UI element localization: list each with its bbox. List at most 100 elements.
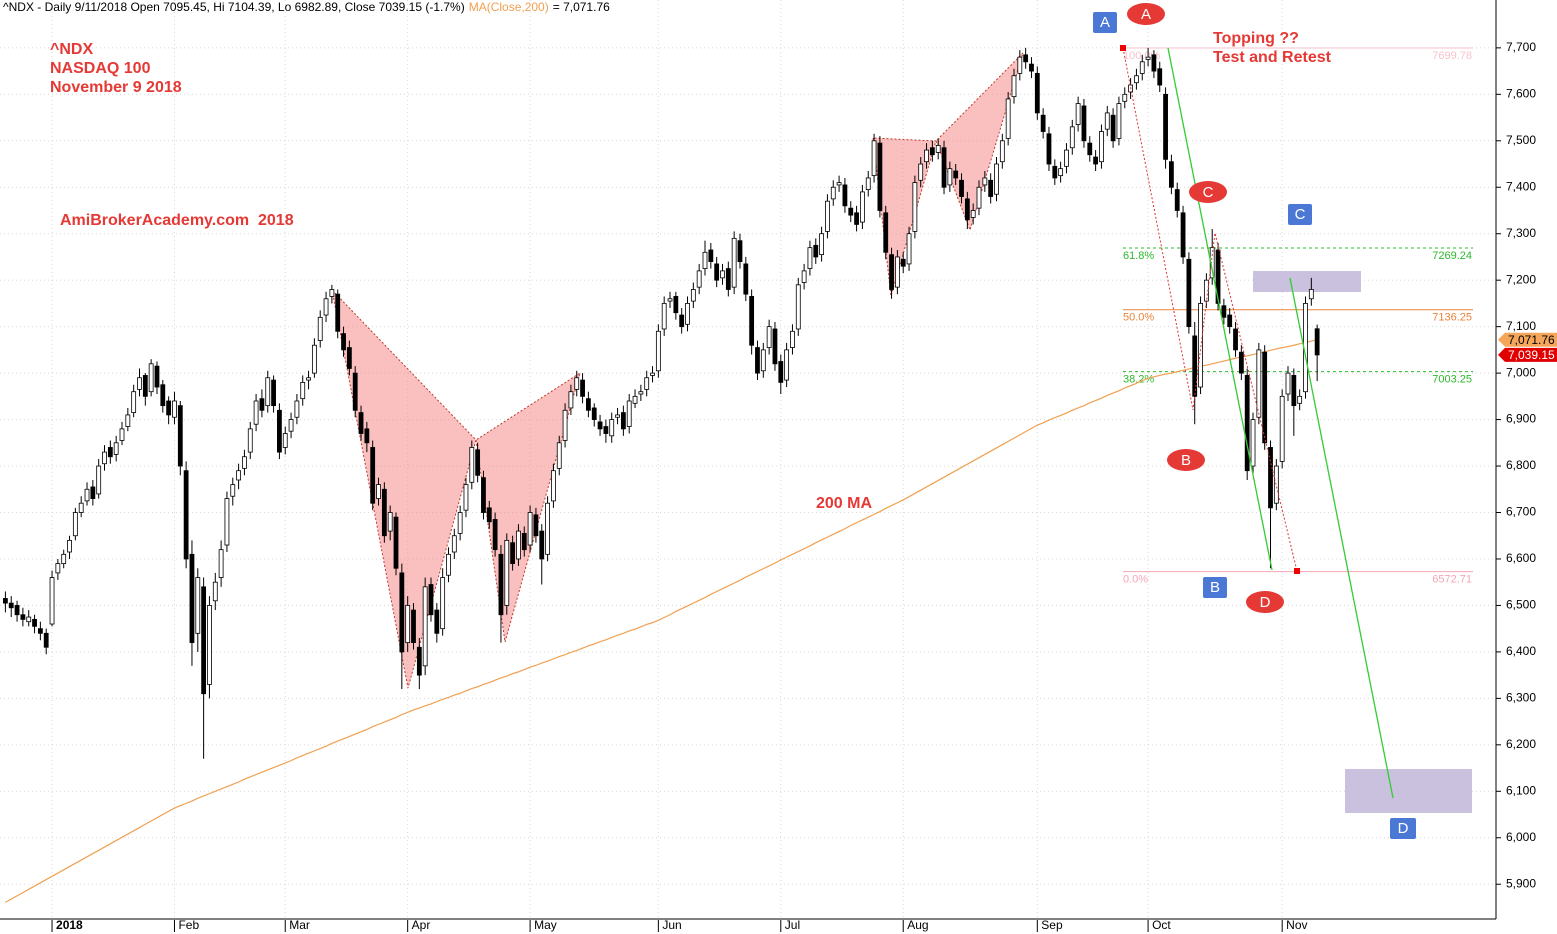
candle-body [737,240,743,262]
candle-body [947,168,953,186]
candle-body [236,470,242,481]
candle-body [26,616,32,623]
candle-body [341,333,346,351]
candle-body [399,572,405,653]
fib-price: 7003.25 [1432,374,1472,386]
point-ellipse [1167,449,1205,471]
candle-body [865,177,871,190]
point-ellipse [1246,591,1284,613]
candle-body [830,186,836,200]
candle-body [638,391,644,395]
y-tick-label: 6,300 [1506,691,1536,705]
candle-body [1087,142,1093,156]
candle-body [976,186,982,209]
candle-body [154,365,160,388]
candle-body [72,512,78,537]
candle-body [702,251,708,269]
candle-body [900,258,906,267]
candle-body [603,426,609,434]
candle-body [306,377,311,381]
candle-body [137,377,142,390]
candle-body [78,502,84,513]
candle-body [230,484,236,497]
candle-body [481,477,486,513]
candle-body [457,512,463,534]
header: ^NDX - Daily 9/11/2018 Open 7095.45, Hi … [3,0,610,14]
candle-body [1046,133,1052,165]
candle-body [1192,335,1198,397]
x-tick-label: Apr [412,918,431,932]
candle-body [551,470,556,502]
candle-body [370,447,376,504]
candle-body [545,502,550,555]
x-tick-label: Jul [785,918,800,932]
pattern-bcd [935,52,1024,232]
candle-body [1291,375,1297,407]
candle-body [253,400,259,425]
candle-body [667,298,673,302]
candle-body [1215,249,1221,304]
candle-body [242,456,247,469]
candle-body [183,470,189,560]
candle-body [492,519,498,551]
ma-note: 200 MA [816,495,872,512]
header-ma-value: = 7,071.76 [553,0,610,14]
candle-body [172,400,177,418]
candle-body [1186,258,1192,328]
candle-body [766,326,772,348]
point-label: A [1100,14,1110,31]
candle-body [836,182,842,186]
candle-body [731,237,737,288]
candle-body [941,147,947,188]
candle-body [37,628,43,634]
candle-body [1110,114,1116,142]
candle-body [1040,114,1046,132]
candle-body [259,398,265,411]
candle-body [959,179,964,197]
header-title: ^NDX - Daily 9/11/2018 Open 7095.45, Hi … [3,0,465,14]
candle-body [696,270,702,288]
candle-body [725,268,731,290]
candle-body [1314,328,1320,356]
candle-body [166,400,172,416]
candle-body [446,553,451,576]
fib-ratio: 38.2% [1123,374,1154,386]
candle-body [685,303,690,325]
candle-body [510,542,516,565]
candle-body [504,539,510,606]
ma-line [5,339,1318,903]
candle-body [1285,372,1291,395]
candle-body [1034,73,1040,114]
candle-body [673,296,679,314]
candle-body [346,347,352,369]
x-tick-label: Feb [178,918,199,932]
candle-body [580,379,585,397]
candle-body [381,488,387,537]
candle-body [894,256,900,288]
fib-ratio: 0.0% [1123,574,1148,586]
candle-body [387,512,393,532]
candle-body [1029,63,1034,72]
candle-body [3,598,8,604]
candle-body [1145,56,1151,60]
candle-body [848,207,854,216]
candle-body [1262,351,1268,444]
candle-body [55,563,61,574]
candle-body [527,512,533,546]
candle-body [358,412,364,434]
candle-body [1203,279,1209,302]
header-ma-name: MA(Close,200) [469,0,549,14]
candle-body [597,421,603,430]
point-label: B [1210,579,1220,596]
candle-body [265,377,271,407]
x-tick-label: Sep [1041,918,1063,932]
candle-body [556,442,562,469]
candle-body [463,484,469,511]
candle-body [428,584,434,616]
candle-body [1075,103,1081,125]
price-tag-label: 7,071.76 [1508,333,1555,347]
candle-body [749,296,755,346]
candle-body [889,254,894,290]
candle-body [277,409,282,453]
